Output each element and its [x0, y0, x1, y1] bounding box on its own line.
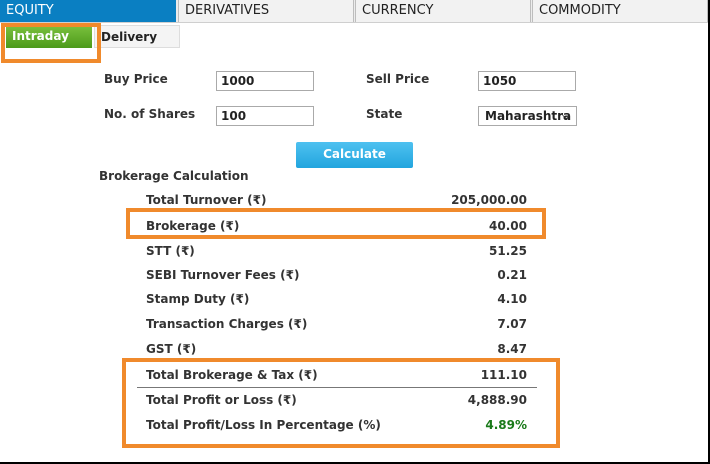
tab-commodity[interactable]: COMMODITY [532, 0, 708, 22]
result-label-stt: STT (₹) [146, 244, 195, 258]
result-value-total-brokerage-tax: 111.10 [480, 368, 527, 382]
result-value-transaction-charges: 7.07 [497, 317, 527, 331]
result-label-transaction-charges: Transaction Charges (₹) [146, 317, 308, 331]
section-title: Brokerage Calculation [99, 169, 249, 183]
result-label-stamp-duty: Stamp Duty (₹) [146, 292, 250, 306]
sell-price-label: Sell Price [366, 72, 430, 86]
highlight-intraday [1, 23, 101, 63]
totals-divider [137, 387, 537, 388]
subtab-delivery[interactable]: Delivery [94, 25, 180, 48]
tab-equity[interactable]: EQUITY [0, 0, 176, 22]
state-select-value: Maharashtra [485, 109, 572, 123]
result-value-brokerage: 40.00 [489, 219, 527, 233]
result-value-profit-loss-percent: 4.89% [485, 418, 527, 432]
result-value-stt: 51.25 [489, 244, 527, 258]
subtab-intraday[interactable]: Intraday [6, 25, 92, 48]
buy-price-input[interactable]: 1000 [216, 71, 314, 91]
result-value-profit-loss: 4,888.90 [467, 393, 527, 407]
result-label-turnover: Total Turnover (₹) [146, 193, 267, 207]
highlight-totals [122, 358, 560, 448]
sell-price-input[interactable]: 1050 [478, 71, 576, 91]
result-label-gst: GST (₹) [146, 342, 197, 356]
result-label-brokerage: Brokerage (₹) [146, 219, 240, 233]
shares-label: No. of Shares [104, 107, 196, 121]
result-value-turnover: 205,000.00 [451, 193, 527, 207]
chevron-down-icon: ⌵ [562, 111, 570, 122]
state-label: State [366, 107, 403, 121]
result-value-sebi-fees: 0.21 [497, 268, 527, 282]
tab-bar: EQUITY DERIVATIVES CURRENCY COMMODITY [0, 0, 708, 23]
result-value-gst: 8.47 [497, 342, 527, 356]
tab-derivatives[interactable]: DERIVATIVES [178, 0, 354, 22]
state-select[interactable]: Maharashtra ⌵ [478, 106, 577, 126]
result-value-stamp-duty: 4.10 [497, 292, 527, 306]
highlight-brokerage [126, 208, 546, 239]
result-label-sebi-fees: SEBI Turnover Fees (₹) [146, 268, 300, 282]
buy-price-label: Buy Price [104, 72, 168, 86]
result-label-profit-loss-percent: Total Profit/Loss In Percentage (%) [146, 418, 381, 432]
tab-currency[interactable]: CURRENCY [355, 0, 531, 22]
shares-input[interactable]: 100 [216, 106, 314, 126]
result-label-profit-loss: Total Profit or Loss (₹) [146, 393, 297, 407]
result-label-total-brokerage-tax: Total Brokerage & Tax (₹) [146, 368, 318, 382]
calculate-button[interactable]: Calculate [296, 142, 413, 168]
